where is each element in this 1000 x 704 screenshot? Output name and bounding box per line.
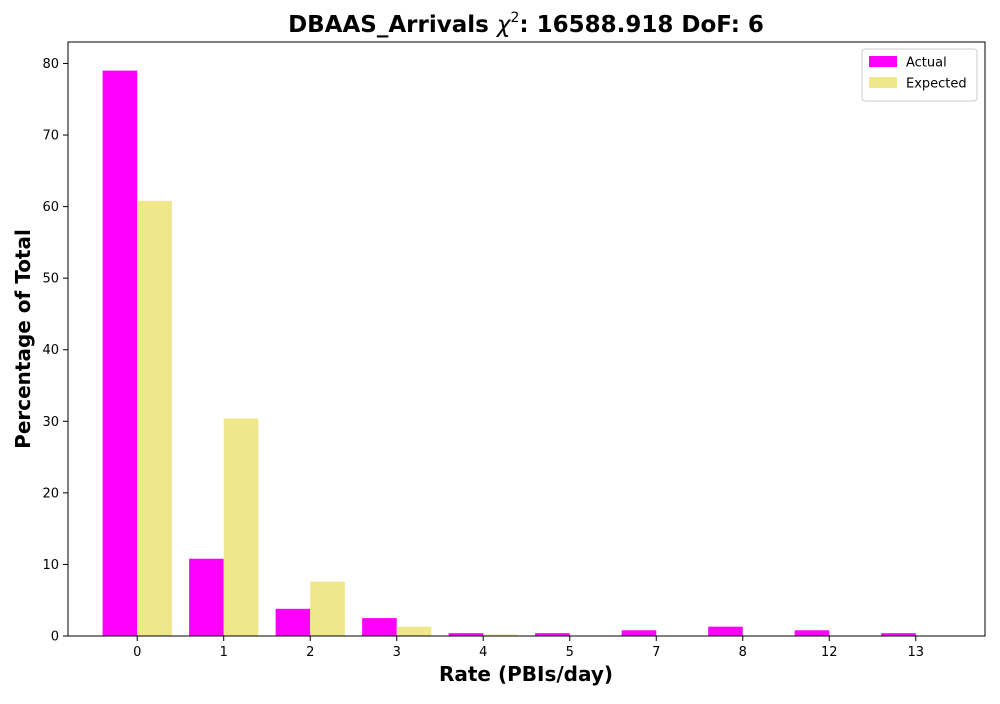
legend-swatch-expected	[869, 77, 897, 88]
y-tick-label: 50	[42, 272, 59, 287]
chart-title-suffix: : 16588.918 DoF: 6	[519, 12, 764, 38]
chart-title-sup: 2	[510, 10, 519, 26]
x-tick-label: 8	[739, 645, 747, 660]
y-tick-label: 40	[42, 343, 59, 358]
bar-actual-5	[535, 633, 570, 636]
y-tick-label: 30	[42, 415, 59, 430]
y-tick-label: 70	[42, 129, 59, 144]
y-tick-label: 10	[42, 558, 59, 573]
bar-expected-2	[310, 581, 345, 636]
bar-expected-1	[223, 418, 259, 636]
bar-expected-4	[483, 634, 518, 636]
bar-actual-1	[189, 558, 224, 636]
x-tick-label: 12	[821, 645, 838, 660]
bar-actual-4	[448, 633, 484, 636]
chart-title-chi: χ	[495, 12, 512, 38]
x-tick-label: 13	[908, 645, 925, 660]
bar-actual-8	[708, 626, 743, 636]
bar-expected-0	[137, 200, 172, 636]
bar-actual-0	[102, 70, 138, 636]
x-axis-label: Rate (PBIs/day)	[439, 662, 613, 686]
bar-actual-2	[275, 608, 311, 636]
x-tick-label: 2	[306, 645, 314, 660]
y-tick-label: 20	[42, 486, 59, 501]
y-tick-label: 0	[51, 630, 59, 645]
chart-title: DBAAS_Arrivals χ2: 16588.918 DoF: 6	[288, 10, 764, 38]
legend-label-expected: Expected	[906, 77, 967, 92]
bar-expected-3	[396, 626, 432, 636]
y-axis-label: Percentage of Total	[11, 229, 35, 449]
chart-title-prefix: DBAAS_Arrivals	[288, 12, 497, 38]
legend-label-actual: Actual	[906, 56, 947, 71]
x-tick-label: 1	[220, 645, 228, 660]
x-tick-label: 5	[566, 645, 574, 660]
x-tick-label: 3	[393, 645, 401, 660]
x-tick-label: 0	[133, 645, 141, 660]
x-tick-label: 7	[652, 645, 660, 660]
y-tick-label: 80	[42, 57, 59, 72]
bar-actual-3	[362, 618, 397, 636]
bar-actual-12	[794, 630, 830, 636]
legend: Actual Expected	[861, 48, 978, 102]
x-tick-label: 4	[479, 645, 487, 660]
bar-actual-7	[621, 630, 657, 636]
legend-swatch-actual	[869, 56, 897, 67]
axes-frame	[67, 41, 986, 637]
bar-actual-13	[881, 633, 916, 636]
y-tick-label: 60	[42, 200, 59, 215]
